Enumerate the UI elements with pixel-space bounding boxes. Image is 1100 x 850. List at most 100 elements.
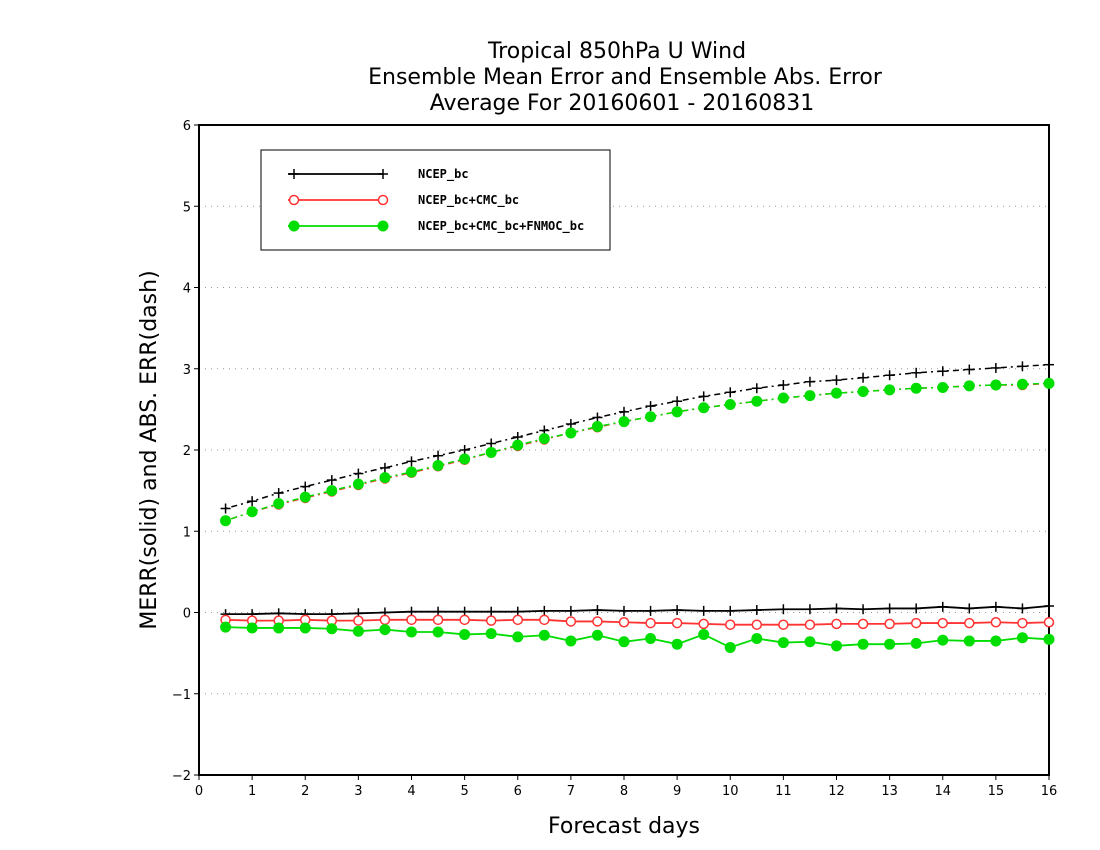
legend-marker: [288, 220, 300, 232]
mean-error-point: [964, 603, 975, 614]
mean-error-point: [299, 622, 311, 634]
abs-error-point: [353, 468, 364, 479]
mean-error-point: [1017, 617, 1028, 629]
mean-error-point: [910, 617, 922, 629]
mean-error-point: [432, 626, 444, 638]
abs-error-point: [725, 387, 736, 398]
abs-error-point: [857, 386, 869, 397]
abs-error-point: [246, 506, 258, 518]
abs-error-point: [591, 420, 603, 432]
mean-error-point: [485, 628, 497, 640]
x-tick-label: 11: [775, 784, 792, 799]
y-tick-label: −2: [172, 769, 191, 784]
mean-error-point: [963, 635, 975, 647]
abs-error-point: [618, 416, 630, 428]
mean-error-point: [512, 614, 523, 626]
x-tick-label: 1: [248, 784, 256, 799]
series-2: [220, 378, 1055, 630]
y-tick-label: 4: [183, 282, 191, 297]
legend: NCEP_bc NCEP_bc+CMC_bc NCEP_bc+CMC_bc+FNMO…: [260, 149, 611, 251]
abs-error-point: [485, 446, 497, 458]
abs-error-point: [565, 427, 577, 439]
plot-axes: [194, 124, 1050, 780]
mean-error-point: [671, 617, 683, 629]
mean-error-point: [725, 605, 736, 616]
x-tick-label: 14: [934, 784, 951, 799]
mean-error-point: [1043, 633, 1055, 645]
series-3: [220, 377, 1055, 653]
mean-error-point: [1017, 603, 1028, 614]
abs-error-line: [225, 382, 1050, 522]
y-axis-label: MERR(solid) and ABS. ERR(dash): [137, 270, 162, 629]
series-1: [220, 359, 1054, 620]
abs-error-point: [645, 401, 656, 412]
x-tick-label: 3: [354, 784, 362, 799]
mean-error-point: [379, 614, 391, 626]
legend-item: NCEP_bc+CMC_bc: [288, 193, 519, 208]
abs-error-point: [1044, 359, 1054, 370]
mean-error-point: [645, 633, 657, 644]
abs-error-point: [459, 453, 471, 465]
abs-error-point: [724, 399, 736, 410]
abs-error-line: [225, 382, 1050, 522]
mean-error-point: [618, 636, 630, 648]
mean-error-point: [432, 614, 444, 626]
legend-marker: [289, 169, 299, 179]
x-tick-label: 9: [673, 784, 681, 799]
x-tick-label: 10: [722, 784, 739, 799]
mean-error-point: [857, 638, 869, 650]
x-tick-label: 6: [514, 784, 522, 799]
x-tick-label: 15: [988, 784, 1005, 799]
mean-error-point: [353, 615, 364, 626]
y-tick-label: 2: [183, 444, 191, 459]
mean-error-point: [592, 605, 603, 616]
abs-error-point: [831, 387, 842, 399]
legend-marker: [377, 220, 389, 232]
mean-error-point: [751, 619, 763, 630]
mean-error-point: [592, 616, 603, 627]
mean-error-point: [804, 604, 815, 615]
mean-error-point: [751, 633, 763, 644]
mean-error-point: [937, 601, 948, 612]
y-tick-label: 0: [183, 607, 191, 622]
mean-error-point: [911, 603, 922, 614]
mean-error-point: [1044, 601, 1054, 611]
x-axis-label: Forecast days: [548, 814, 700, 839]
abs-error-point: [963, 380, 975, 392]
mean-error-point: [884, 618, 895, 630]
mean-error-point: [804, 636, 816, 648]
title-line-3: Average For 20160601 - 20160831: [430, 91, 815, 116]
mean-error-point: [565, 635, 577, 647]
mean-error-point: [804, 619, 816, 630]
legend-marker: [288, 194, 300, 206]
abs-error-point: [299, 491, 311, 503]
mean-error-point: [1016, 632, 1028, 644]
legend-label: NCEP_bc: [418, 167, 469, 182]
mean-error-point: [273, 622, 285, 634]
mean-error-point: [379, 624, 391, 636]
mean-error-point: [884, 603, 895, 614]
abs-error-point: [326, 485, 338, 497]
mean-error-point: [565, 605, 576, 616]
y-tick-label: 1: [183, 525, 191, 540]
x-tick-label: 13: [881, 784, 898, 799]
mean-error-point: [486, 606, 497, 617]
abs-error-point: [486, 438, 497, 449]
abs-error-point: [619, 406, 629, 417]
y-tick-label: 3: [183, 363, 191, 378]
mean-error-point: [964, 617, 975, 629]
abs-error-point: [433, 450, 444, 461]
mean-error-point: [645, 617, 656, 629]
abs-error-point: [406, 456, 417, 467]
legend-item: NCEP_bc: [288, 167, 469, 182]
mean-error-point: [724, 641, 736, 653]
mean-error-point: [990, 635, 1002, 647]
mean-error-point: [990, 601, 1001, 612]
mean-error-point: [565, 616, 577, 627]
title-line-2: Ensemble Mean Error and Ensemble Abs. Er…: [368, 65, 883, 90]
abs-error-point: [698, 391, 709, 402]
mean-error-point: [459, 628, 471, 640]
abs-error-point: [831, 375, 842, 386]
abs-error-point: [512, 439, 524, 451]
